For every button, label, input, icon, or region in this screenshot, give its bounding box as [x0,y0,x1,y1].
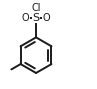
Text: O: O [22,13,30,23]
Text: Cl: Cl [31,3,41,13]
Text: O: O [42,13,50,23]
Text: S: S [32,13,40,23]
